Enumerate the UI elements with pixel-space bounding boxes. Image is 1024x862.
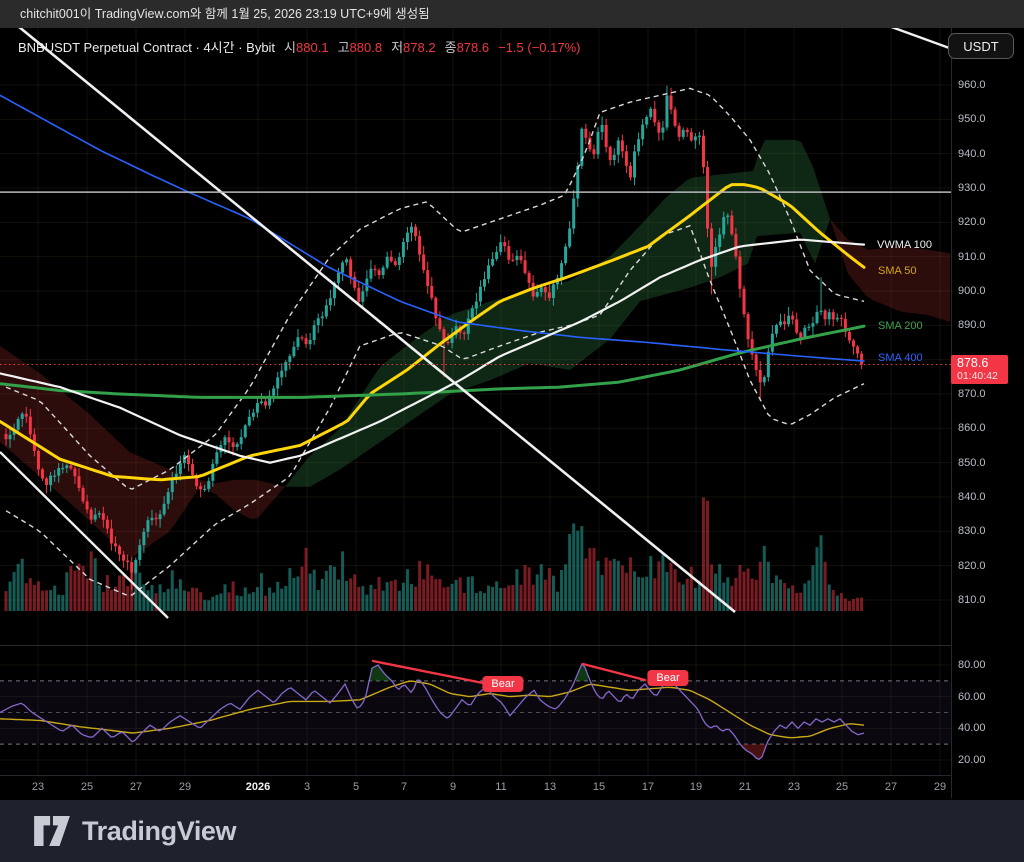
trendline[interactable]: [0, 451, 169, 619]
time-axis-tick[interactable]: 15: [592, 781, 606, 793]
price-axis-tick[interactable]: 830.0: [958, 525, 986, 538]
price-axis-tick[interactable]: 960.0: [958, 79, 986, 91]
price-axis-tick[interactable]: 840.0: [958, 491, 986, 503]
price-axis-tick[interactable]: 810.0: [958, 594, 986, 606]
bear-trendline[interactable]: [371, 659, 485, 685]
symbol-title: BNBUSDT Perpetual Contract · 4시간 · Bybit: [18, 40, 276, 55]
time-axis-tick[interactable]: 27: [884, 781, 898, 793]
price-axis-tick[interactable]: 950.0: [958, 113, 986, 126]
footer-bar: TradingView: [0, 800, 1024, 862]
ma-label-sma-50: SMA 50: [878, 265, 917, 277]
bear-annotation-label[interactable]: Bear: [647, 670, 689, 686]
bar-countdown: 01:40:42: [957, 370, 998, 383]
time-axis-tick[interactable]: 27: [129, 781, 143, 793]
ma-label-sma-400: SMA 400: [878, 352, 923, 364]
ma-label-vwma-100: VWMA 100: [877, 239, 933, 251]
time-axis-tick[interactable]: 29: [933, 781, 947, 793]
price-axis-tick[interactable]: 890.0: [958, 319, 986, 332]
time-axis-tick[interactable]: 23: [787, 781, 801, 793]
price-axis-tick[interactable]: 870.0: [958, 388, 986, 400]
time-axis-tick[interactable]: 3: [303, 781, 311, 793]
ichimoku-cloud: [0, 345, 285, 558]
time-axis-tick[interactable]: 5: [352, 781, 360, 793]
ohlc-value: 878.6: [456, 40, 490, 55]
bear-trendline[interactable]: [581, 662, 647, 682]
ohlc-label: 시: [284, 40, 297, 55]
price-axis-tick[interactable]: 850.0: [958, 456, 986, 469]
ohlc-label: 저: [391, 40, 404, 55]
time-axis-tick[interactable]: 29: [178, 781, 192, 793]
price-axis-tick[interactable]: 860.0: [958, 422, 986, 435]
rsi-overbought-fill: [370, 665, 390, 681]
volume-bars: [4, 497, 864, 611]
ohlc-values: 시880.1 고880.8 저878.2 종878.6: [275, 40, 489, 55]
rsi-axis-tick[interactable]: 60.00: [958, 690, 986, 703]
vwma100-line: [0, 238, 866, 464]
tradingview-brand: TradingView: [82, 815, 237, 846]
bollinger-lower: [5, 224, 865, 596]
time-axis-tick[interactable]: 9: [449, 781, 457, 793]
price-axis-tick[interactable]: 940.0: [958, 147, 986, 160]
tradingview-logo-icon[interactable]: [33, 815, 71, 847]
symbol-header[interactable]: BNBUSDT Perpetual Contract · 4시간 · Bybit…: [18, 37, 581, 56]
price-axis-tick[interactable]: 900.0: [958, 285, 986, 297]
time-axis-tick[interactable]: 11: [495, 781, 507, 793]
time-axis-tick[interactable]: 13: [543, 781, 557, 793]
ohlc-value: 878.2: [403, 40, 436, 55]
price-axis-tick[interactable]: 920.0: [958, 216, 986, 229]
ohlc-value: 880.8: [349, 40, 383, 55]
price-axis-tick[interactable]: 910.0: [958, 250, 986, 263]
price-axis-tick[interactable]: 930.0: [958, 182, 986, 194]
time-axis-tick[interactable]: 21: [738, 781, 752, 793]
rsi-line: [0, 662, 865, 760]
time-axis-tick[interactable]: 23: [31, 781, 45, 793]
ohlc-label: 고: [337, 40, 350, 55]
time-axis-tick[interactable]: 17: [641, 781, 655, 793]
rsi-axis-tick[interactable]: 20.00: [958, 754, 986, 766]
bollinger-upper: [5, 87, 865, 490]
time-axis-tick[interactable]: 7: [400, 781, 408, 793]
sma200-line: [0, 324, 866, 399]
currency-button[interactable]: USDT: [948, 33, 1014, 59]
trendline[interactable]: [886, 25, 952, 50]
time-axis-tick[interactable]: 19: [689, 781, 703, 793]
price-change: −1.5 (−0.17%): [498, 40, 581, 55]
current-price-label: 878.6 01:40:42: [951, 355, 1008, 384]
rsi-oversold-fill: [742, 744, 766, 760]
ohlc-value: 880.1: [296, 40, 329, 55]
rsi-axis-tick[interactable]: 80.00: [958, 659, 986, 671]
ichimoku-cloud: [830, 218, 950, 322]
current-price-value: 878.6: [957, 356, 989, 370]
sma400-line: [0, 94, 865, 362]
ma-label-sma-200: SMA 200: [878, 320, 923, 332]
ohlc-label: 종: [444, 40, 457, 55]
time-axis-tick[interactable]: 25: [835, 781, 849, 793]
attribution-text: chitchit001이 TradingView.com와 함께 1월 25, …: [20, 7, 430, 21]
price-axis-tick[interactable]: 820.0: [958, 559, 986, 572]
candles: [4, 85, 864, 590]
bear-annotation-label[interactable]: Bear: [482, 676, 524, 692]
trendline[interactable]: [13, 22, 736, 614]
attribution-bar: chitchit001이 TradingView.com와 함께 1월 25, …: [0, 0, 1024, 28]
time-axis-tick[interactable]: 25: [80, 781, 94, 793]
rsi-axis-tick[interactable]: 40.00: [958, 722, 986, 735]
time-axis-tick[interactable]: 2026: [245, 781, 271, 793]
